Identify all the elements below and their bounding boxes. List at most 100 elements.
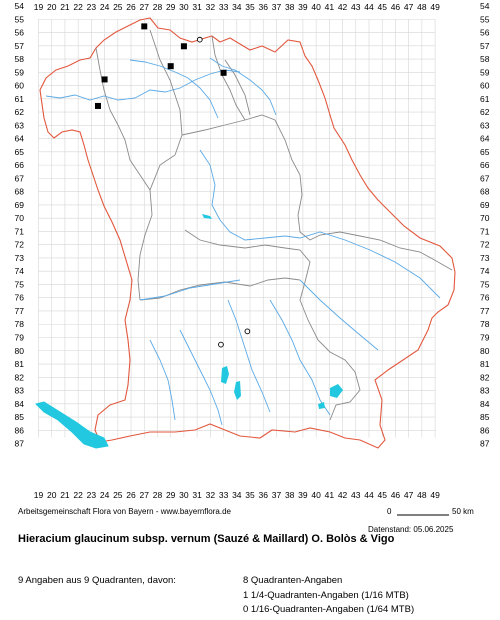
axis-label: 43 xyxy=(351,490,361,500)
axis-label: 21 xyxy=(60,2,70,12)
axis-label: 63 xyxy=(15,120,25,130)
river xyxy=(299,279,379,351)
axis-label: 20 xyxy=(47,2,57,12)
axis-label: 54 xyxy=(480,1,490,11)
district-border xyxy=(137,29,183,301)
axis-label: 62 xyxy=(15,107,25,117)
x-axis-labels-top: 19 20 21 22 23 24 25 26 27 28 29 30 31 32 33 34 35 36 37 38… xyxy=(34,2,440,12)
axis-label: 44 xyxy=(364,2,374,12)
axis-label: 61 xyxy=(480,94,490,104)
river xyxy=(129,59,219,119)
record-quadrant xyxy=(101,76,108,83)
lake-starnberger-see xyxy=(234,381,241,400)
axis-label: 83 xyxy=(15,386,25,396)
lake-chiemsee xyxy=(330,384,343,398)
axis-label: 28 xyxy=(153,490,163,500)
axis-label: 79 xyxy=(15,333,25,343)
axis-label: 23 xyxy=(87,490,97,500)
axis-label: 56 xyxy=(15,28,25,38)
river xyxy=(179,329,223,426)
axis-label: 47 xyxy=(404,490,414,500)
axis-label: 61 xyxy=(15,94,25,104)
axis-label: 44 xyxy=(364,490,374,500)
axis-label: 82 xyxy=(15,372,25,382)
district-border xyxy=(224,59,251,116)
axis-label: 43 xyxy=(351,2,361,12)
river xyxy=(139,279,241,301)
axis-label: 59 xyxy=(15,67,25,77)
district-border xyxy=(181,114,453,271)
river xyxy=(45,69,241,101)
stats-total: 9 Angaben aus 9 Quadranten, davon: xyxy=(18,575,176,586)
axis-label: 41 xyxy=(325,490,335,500)
axis-label: 64 xyxy=(480,134,490,144)
axis-label: 33 xyxy=(219,2,229,12)
axis-label: 35 xyxy=(245,2,255,12)
district-border xyxy=(139,277,301,301)
axis-label: 22 xyxy=(73,490,83,500)
record-quadrant xyxy=(220,69,227,76)
axis-label: 60 xyxy=(480,81,490,91)
axis-label: 30 xyxy=(179,2,189,12)
axis-label: 66 xyxy=(15,160,25,170)
axis-label: 83 xyxy=(480,386,490,396)
scale-distance-label: 50 km xyxy=(452,507,474,516)
record-quadrant xyxy=(141,23,148,30)
axis-label: 36 xyxy=(259,490,269,500)
axis-label: 69 xyxy=(15,200,25,210)
axis-label: 19 xyxy=(34,2,44,12)
axis-label: 37 xyxy=(272,2,282,12)
axis-label: 32 xyxy=(206,2,216,12)
lake-small xyxy=(318,402,325,409)
axis-label: 84 xyxy=(15,399,25,409)
axis-label: 70 xyxy=(480,213,490,223)
axis-label: 26 xyxy=(126,490,136,500)
axis-label: 57 xyxy=(480,41,490,51)
axis-label: 46 xyxy=(391,490,401,500)
axis-label: 68 xyxy=(15,187,25,197)
axis-label: 86 xyxy=(15,425,25,435)
record-quarter-quadrant xyxy=(218,341,224,348)
axis-label: 70 xyxy=(15,213,25,223)
axis-label: 56 xyxy=(480,28,490,38)
axis-label: 28 xyxy=(153,2,163,12)
axis-label: 37 xyxy=(272,490,282,500)
axis-label: 78 xyxy=(480,319,490,329)
stats-sixteenth-quadrant: 0 1/16-Quadranten-Angaben (1/64 MTB) xyxy=(243,604,415,615)
axis-label: 63 xyxy=(480,120,490,130)
axis-label: 47 xyxy=(404,2,414,12)
axis-label: 45 xyxy=(377,490,387,500)
x-axis-labels-bottom: 19 20 21 22 23 24 25 26 27 28 29 30 31 32 33 34 35 36 37 38… xyxy=(34,490,440,500)
axis-label: 38 xyxy=(285,2,295,12)
axis-label: 57 xyxy=(15,41,25,51)
axis-label: 86 xyxy=(480,425,490,435)
axis-label: 79 xyxy=(480,333,490,343)
axis-label: 85 xyxy=(480,412,490,422)
axis-label: 23 xyxy=(87,2,97,12)
axis-label: 40 xyxy=(311,490,321,500)
axis-label: 81 xyxy=(480,359,490,369)
axis-label: 30 xyxy=(179,490,189,500)
stats-quadrant: 8 Quadranten-Angaben xyxy=(243,575,343,586)
record-quadrant xyxy=(167,63,174,70)
river xyxy=(149,339,176,421)
scale-bar xyxy=(397,514,449,516)
axis-label: 60 xyxy=(15,81,25,91)
axis-label: 80 xyxy=(480,346,490,356)
axis-label: 84 xyxy=(480,399,490,409)
lake-small xyxy=(202,214,212,219)
axis-label: 71 xyxy=(480,226,490,236)
axis-label: 58 xyxy=(15,54,25,64)
axis-label: 34 xyxy=(232,490,242,500)
y-axis-labels-left: 54 55 56 57 58 59 60 61 62 63 64 65 66 67 68 69 70 71 72 73… xyxy=(15,1,25,449)
axis-label: 87 xyxy=(15,439,25,449)
axis-label: 71 xyxy=(15,226,25,236)
axis-label: 73 xyxy=(15,253,25,263)
y-axis-labels-right: 54 55 56 57 58 59 60 61 62 63 64 65 66 67 68 69 70 71 72 73… xyxy=(480,1,490,449)
axis-label: 20 xyxy=(47,490,57,500)
state-border xyxy=(39,17,456,449)
axis-label: 24 xyxy=(100,490,110,500)
axis-label: 27 xyxy=(140,490,150,500)
axis-label: 80 xyxy=(15,346,25,356)
